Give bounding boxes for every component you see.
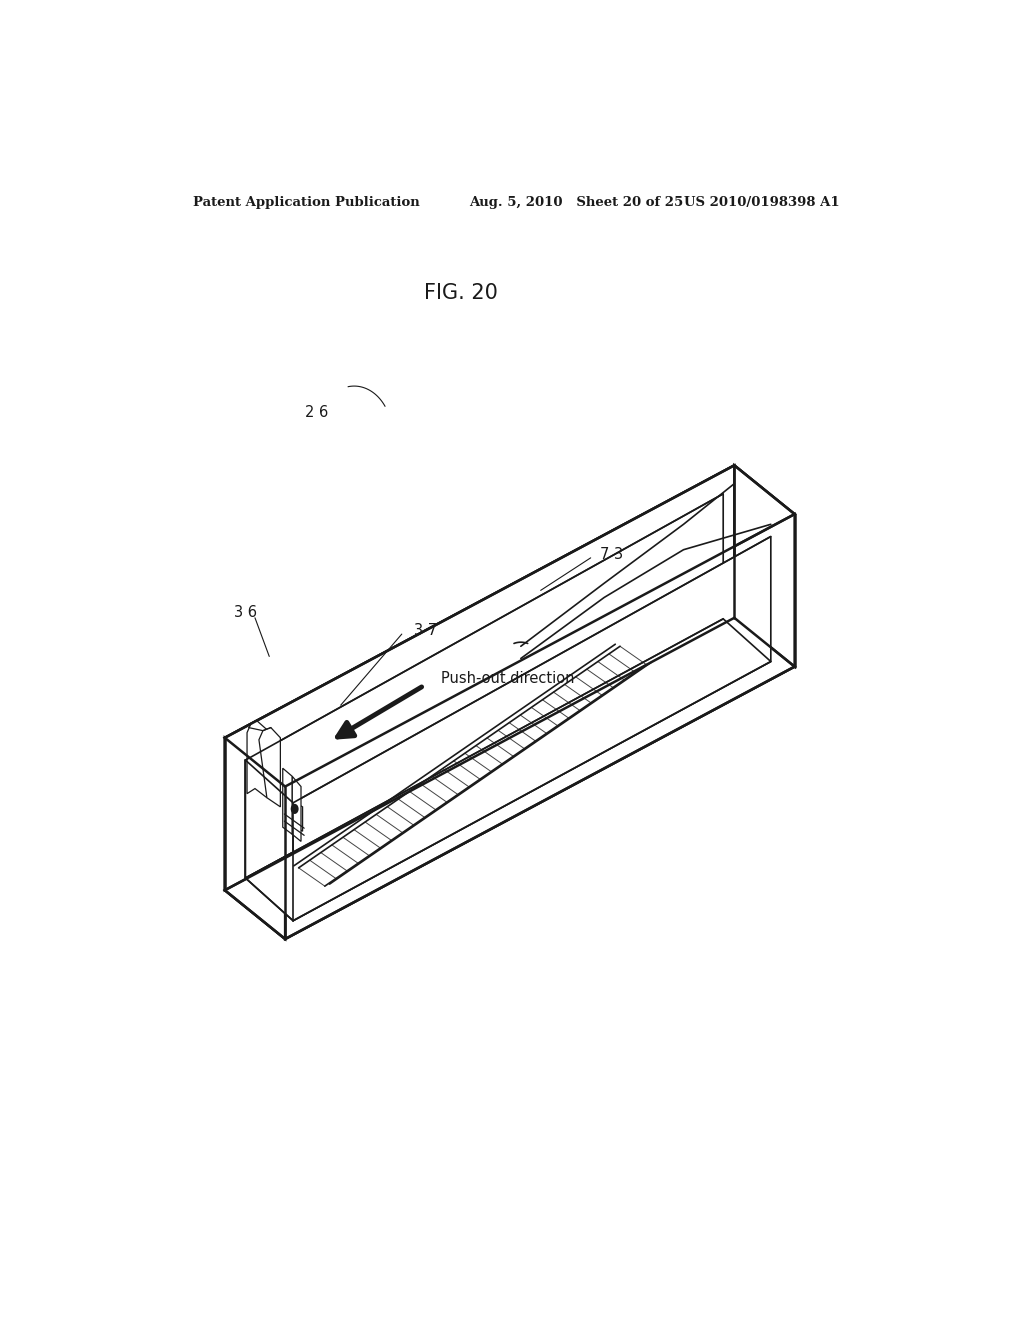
Text: 7 3: 7 3 (600, 548, 624, 562)
Text: FIG. 20: FIG. 20 (424, 282, 499, 302)
Text: Aug. 5, 2010   Sheet 20 of 25: Aug. 5, 2010 Sheet 20 of 25 (469, 195, 683, 209)
Text: 2 6: 2 6 (305, 405, 329, 420)
Text: Push-out direction: Push-out direction (441, 672, 574, 686)
Text: 3 7: 3 7 (414, 623, 437, 638)
Polygon shape (293, 536, 771, 921)
Polygon shape (285, 515, 795, 939)
Polygon shape (247, 721, 267, 797)
Circle shape (291, 804, 299, 814)
Polygon shape (283, 768, 292, 834)
Text: US 2010/0198398 A1: US 2010/0198398 A1 (684, 195, 839, 209)
Polygon shape (292, 776, 301, 841)
Polygon shape (292, 801, 303, 832)
Polygon shape (246, 619, 771, 921)
Polygon shape (246, 494, 723, 878)
Text: Patent Application Publication: Patent Application Publication (194, 195, 420, 209)
Polygon shape (225, 738, 285, 939)
Polygon shape (285, 667, 795, 939)
Text: 3 6: 3 6 (233, 606, 257, 620)
Polygon shape (734, 466, 795, 667)
Polygon shape (225, 618, 795, 939)
Polygon shape (259, 727, 281, 807)
Polygon shape (225, 466, 795, 787)
Polygon shape (225, 466, 734, 890)
